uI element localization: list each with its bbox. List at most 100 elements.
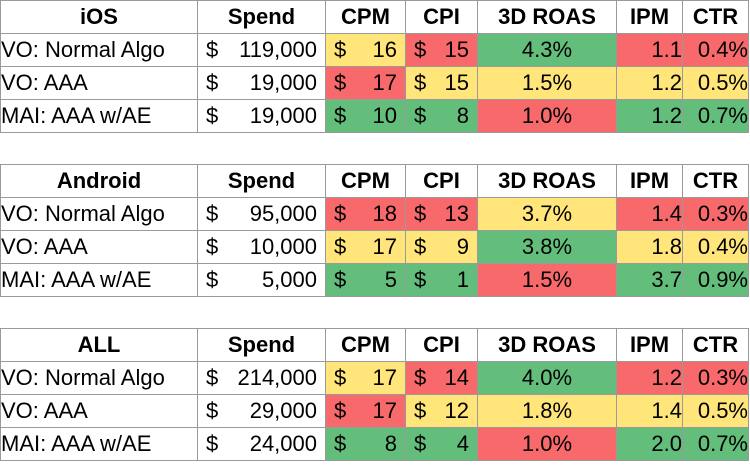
roas-cell: 1.0%: [477, 99, 617, 133]
table-header-row: Android Spend CPM CPI 3D ROAS IPM CTR: [0, 164, 749, 198]
currency-symbol: $: [206, 234, 219, 259]
spend-cell: $ 29,000: [197, 394, 326, 428]
currency-symbol: $: [414, 431, 427, 456]
spend-header: Spend: [197, 328, 326, 362]
platform-header: ALL: [0, 328, 198, 362]
ipm-header: IPM: [616, 328, 683, 362]
roas-header: 3D ROAS: [477, 0, 617, 34]
metrics-table: Android Spend CPM CPI 3D ROAS IPM CTR VO…: [0, 164, 749, 297]
ipm-cell: 1.1: [616, 33, 683, 67]
roas-cell: 3.8%: [477, 230, 617, 264]
currency-symbol: $: [334, 234, 347, 259]
spend-cell: $ 119,000: [197, 33, 326, 67]
currency-symbol: $: [414, 70, 427, 95]
campaign-label: VO: AAA: [0, 66, 198, 100]
currency-symbol: $: [206, 365, 219, 390]
cpm-value: 10: [372, 103, 397, 128]
spend-value: 95,000: [249, 201, 317, 226]
ipm-cell: 1.4: [616, 197, 683, 231]
ipm-cell: 1.8: [616, 230, 683, 264]
currency-symbol: $: [334, 103, 347, 128]
table-row: VO: Normal Algo $ 214,000 $ 17 $ 14 4.0%…: [0, 361, 749, 395]
cpi-cell: $ 8: [405, 99, 478, 133]
cpi-cell: $ 1: [405, 263, 478, 297]
currency-symbol: $: [414, 103, 427, 128]
roas-cell: 1.5%: [477, 263, 617, 297]
cpm-cell: $ 17: [325, 361, 406, 395]
spend-cell: $ 95,000: [197, 197, 326, 231]
ipm-cell: 1.4: [616, 394, 683, 428]
table-header-row: iOS Spend CPM CPI 3D ROAS IPM CTR: [0, 0, 749, 34]
spend-value: 19,000: [249, 70, 317, 95]
spend-header: Spend: [197, 164, 326, 198]
cpi-header: CPI: [405, 328, 478, 362]
cpm-value: 17: [372, 234, 397, 259]
ctr-cell: 0.7%: [682, 99, 749, 133]
platform-header: iOS: [0, 0, 198, 34]
ipm-cell: 3.7: [616, 263, 683, 297]
cpm-header: CPM: [325, 164, 406, 198]
ipm-header: IPM: [616, 164, 683, 198]
currency-symbol: $: [206, 201, 219, 226]
currency-symbol: $: [414, 234, 427, 259]
spend-cell: $ 19,000: [197, 66, 326, 100]
table-row: VO: AAA $ 19,000 $ 17 $ 15 1.5% 1.2 0.5%: [0, 66, 749, 100]
currency-symbol: $: [206, 37, 219, 62]
cpm-cell: $ 8: [325, 427, 406, 461]
cpi-cell: $ 4: [405, 427, 478, 461]
ctr-cell: 0.5%: [682, 394, 749, 428]
currency-symbol: $: [334, 201, 347, 226]
cpi-cell: $ 14: [405, 361, 478, 395]
cpi-value: 1: [456, 267, 469, 292]
spend-cell: $ 10,000: [197, 230, 326, 264]
table-row: VO: Normal Algo $ 119,000 $ 16 $ 15 4.3%…: [0, 33, 749, 67]
spend-value: 5,000: [261, 267, 317, 292]
cpm-header: CPM: [325, 0, 406, 34]
currency-symbol: $: [206, 267, 219, 292]
cpi-cell: $ 9: [405, 230, 478, 264]
spend-cell: $ 19,000: [197, 99, 326, 133]
campaign-label: VO: Normal Algo: [0, 33, 198, 67]
spend-cell: $ 24,000: [197, 427, 326, 461]
currency-symbol: $: [334, 398, 347, 423]
ctr-header: CTR: [682, 0, 749, 34]
cpm-cell: $ 10: [325, 99, 406, 133]
ctr-cell: 0.3%: [682, 361, 749, 395]
cpm-value: 18: [372, 201, 397, 226]
ctr-cell: 0.5%: [682, 66, 749, 100]
campaign-label: VO: Normal Algo: [0, 197, 198, 231]
metrics-table: ALL Spend CPM CPI 3D ROAS IPM CTR VO: No…: [0, 328, 749, 461]
currency-symbol: $: [334, 267, 347, 292]
roas-cell: 4.0%: [477, 361, 617, 395]
table-row: VO: AAA $ 10,000 $ 17 $ 9 3.8% 1.8 0.4%: [0, 230, 749, 264]
campaign-label: MAI: AAA w/AE: [0, 99, 198, 133]
currency-symbol: $: [206, 103, 219, 128]
currency-symbol: $: [414, 365, 427, 390]
cpi-value: 13: [444, 201, 469, 226]
table-row: MAI: AAA w/AE $ 19,000 $ 10 $ 8 1.0% 1.2…: [0, 99, 749, 133]
metrics-table: iOS Spend CPM CPI 3D ROAS IPM CTR VO: No…: [0, 0, 749, 133]
spend-value: 29,000: [249, 398, 317, 423]
table-row: MAI: AAA w/AE $ 5,000 $ 5 $ 1 1.5% 3.7 0…: [0, 263, 749, 297]
cpm-cell: $ 17: [325, 230, 406, 264]
currency-symbol: $: [414, 398, 427, 423]
currency-symbol: $: [334, 37, 347, 62]
spend-value: 10,000: [249, 234, 317, 259]
cpi-cell: $ 13: [405, 197, 478, 231]
campaign-label: VO: Normal Algo: [0, 361, 198, 395]
table-row: MAI: AAA w/AE $ 24,000 $ 8 $ 4 1.0% 2.0 …: [0, 427, 749, 461]
roas-cell: 1.8%: [477, 394, 617, 428]
cpm-value: 17: [372, 365, 397, 390]
cpm-cell: $ 17: [325, 66, 406, 100]
spend-header: Spend: [197, 0, 326, 34]
currency-symbol: $: [334, 365, 347, 390]
currency-symbol: $: [206, 70, 219, 95]
table-row: VO: AAA $ 29,000 $ 17 $ 12 1.8% 1.4 0.5%: [0, 394, 749, 428]
currency-symbol: $: [206, 431, 219, 456]
cpi-value: 14: [444, 365, 469, 390]
ipm-cell: 1.2: [616, 99, 683, 133]
ctr-header: CTR: [682, 328, 749, 362]
spend-value: 119,000: [239, 37, 317, 62]
cpm-value: 17: [372, 398, 397, 423]
ipm-cell: 2.0: [616, 427, 683, 461]
